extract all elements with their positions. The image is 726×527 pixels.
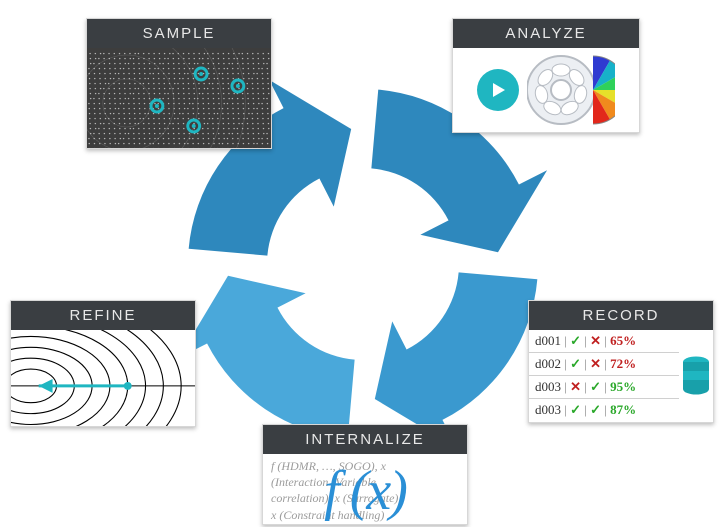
wheel-icon (527, 53, 615, 127)
internalize-line: f (HDMR, …, SOGO), x (271, 458, 459, 474)
card-refine-title: REFINE (11, 301, 195, 330)
card-analyze: ANALYZE (452, 18, 640, 133)
card-sample: SAMPLE (86, 18, 272, 149)
record-row: d003 | ✓ | ✓ | 87% (529, 399, 679, 421)
database-icon (679, 330, 713, 422)
diagram-stage: SAMPLE ANALYZE RECORD d001 | ✓ | ✕ | 65%… (0, 0, 726, 527)
card-record: RECORD d001 | ✓ | ✕ | 65% d002 | ✓ | ✕ |… (528, 300, 714, 423)
card-refine-body (11, 330, 195, 426)
refine-contours (11, 330, 195, 426)
card-analyze-body (453, 48, 639, 132)
record-row: d003 | ✕ | ✓ | 95% (529, 376, 679, 399)
card-sample-title: SAMPLE (87, 19, 271, 48)
internalize-line: correlation), x (Surrogate) (271, 490, 459, 506)
record-row: d002 | ✓ | ✕ | 72% (529, 353, 679, 376)
internalize-line: (Interaction (Variable (271, 474, 459, 490)
card-record-body: d001 | ✓ | ✕ | 65% d002 | ✓ | ✕ | 72% d0… (529, 330, 713, 422)
card-analyze-title: ANALYZE (453, 19, 639, 48)
card-internalize-body: f (HDMR, …, SOGO), x(Interaction (Variab… (263, 454, 467, 524)
card-internalize: INTERNALIZE f (HDMR, …, SOGO), x(Interac… (262, 424, 468, 525)
card-record-title: RECORD (529, 301, 713, 330)
internalize-lines: f (HDMR, …, SOGO), x(Interaction (Variab… (271, 458, 459, 523)
internalize-line: x (Constraint handling) (271, 507, 459, 523)
card-refine: REFINE (10, 300, 196, 427)
record-row: d001 | ✓ | ✕ | 65% (529, 330, 679, 353)
record-rows: d001 | ✓ | ✕ | 65% d002 | ✓ | ✕ | 72% d0… (529, 330, 679, 422)
play-icon (477, 69, 519, 111)
sample-surface (87, 48, 271, 148)
card-internalize-title: INTERNALIZE (263, 425, 467, 454)
card-sample-body (87, 48, 271, 148)
